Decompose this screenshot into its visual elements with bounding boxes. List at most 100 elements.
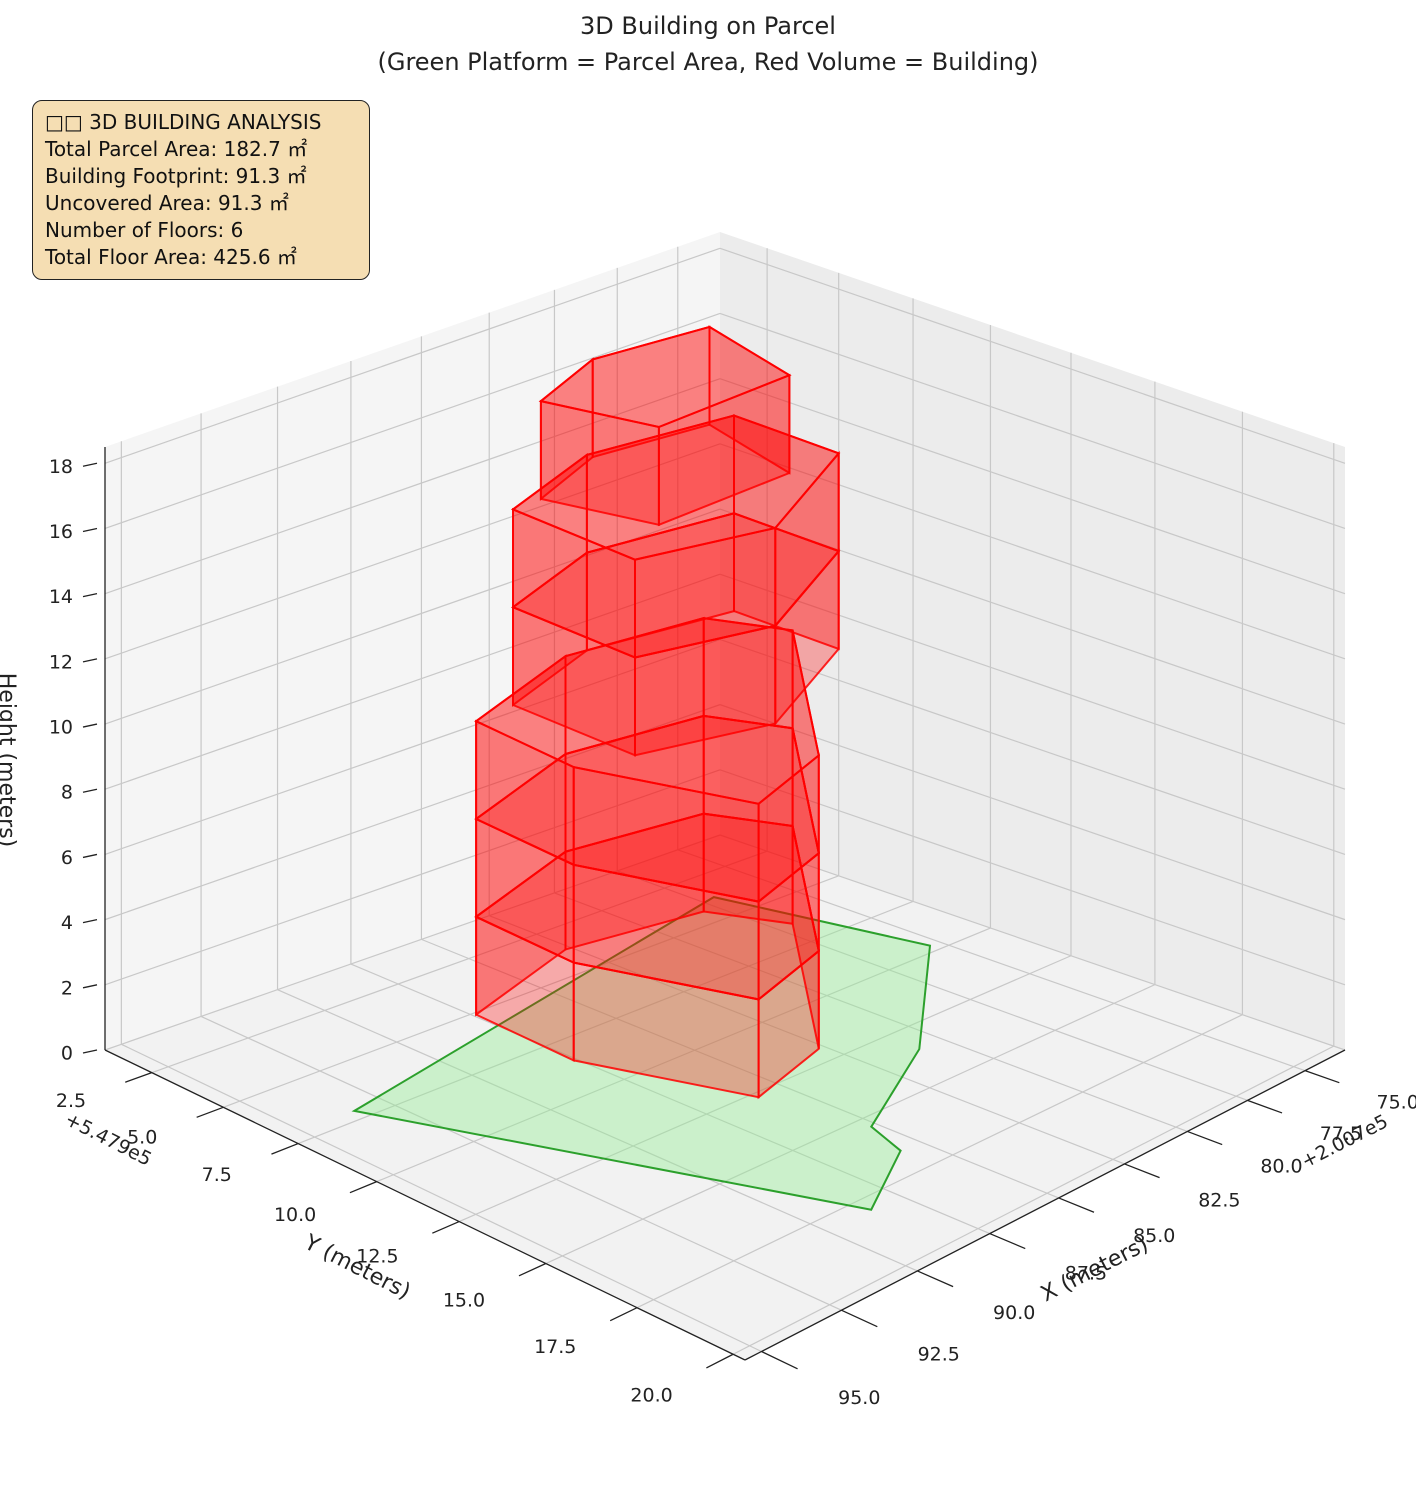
x-axis xyxy=(744,1049,1346,1361)
grid-line xyxy=(545,984,1156,1265)
y-tick xyxy=(196,1106,224,1118)
grid-line xyxy=(104,247,721,464)
grid-line xyxy=(719,247,1346,464)
grid-line xyxy=(732,1045,1335,1355)
info-title: □□ 3D BUILDING ANALYSIS xyxy=(45,110,322,134)
z-tick-label: 2 xyxy=(61,977,73,999)
grid-line xyxy=(617,870,1248,1101)
y-tick xyxy=(518,1262,547,1277)
z-tick xyxy=(82,853,98,859)
x-tick-label: 90.0 xyxy=(993,1302,1035,1324)
grid-line xyxy=(297,900,914,1145)
grid-line xyxy=(104,573,721,790)
grid-line xyxy=(636,1014,1243,1309)
y-tick-label: 20.0 xyxy=(630,1385,672,1407)
grid-line xyxy=(677,849,1306,1072)
info-line: Number of Floors: 6 xyxy=(45,218,244,242)
y-tick xyxy=(609,1307,638,1322)
x-tick-label: 77.5 xyxy=(1320,1123,1362,1145)
z-tick xyxy=(82,723,98,728)
chart-title: 3D Building on Parcel xyxy=(580,12,836,40)
grid-line xyxy=(719,312,1346,530)
grid-line xyxy=(458,955,1072,1223)
z-tick xyxy=(82,788,98,793)
z-tick-label: 18 xyxy=(49,456,73,478)
parcel xyxy=(351,896,932,1211)
grid-line xyxy=(151,850,768,1074)
grid-line xyxy=(104,638,721,855)
floor-pane xyxy=(105,835,1345,1360)
x-tick xyxy=(917,1270,954,1288)
z-tick xyxy=(82,1049,98,1054)
z-axis-label: Height (meters) xyxy=(0,673,19,848)
y-tick-label: 17.5 xyxy=(534,1336,576,1358)
y-tick xyxy=(271,1142,299,1155)
y-tick-label: 12.5 xyxy=(356,1246,398,1268)
x-tick xyxy=(841,1309,878,1328)
y-tick xyxy=(706,1353,734,1369)
x-tick-label: 87.5 xyxy=(1065,1263,1107,1285)
right-pane xyxy=(720,232,1345,1050)
x-tick-label: 85.0 xyxy=(1133,1225,1175,1247)
x-tick xyxy=(1247,1099,1283,1114)
x-tick xyxy=(989,1232,1026,1250)
x-tick xyxy=(761,1350,798,1370)
info-line: Total Parcel Area: 182.7 ㎡ xyxy=(45,137,308,161)
y-tick xyxy=(349,1181,377,1194)
info-line: Uncovered Area: 91.3 ㎡ xyxy=(45,191,289,215)
z-tick xyxy=(82,527,98,533)
info-line: Building Footprint: 91.3 ㎡ xyxy=(45,164,307,188)
x-tick xyxy=(1058,1197,1095,1213)
z-tick-label: 6 xyxy=(61,847,73,869)
z-tick-label: 8 xyxy=(61,782,73,804)
grid-line xyxy=(376,927,991,1183)
y-tick xyxy=(125,1072,153,1083)
y-tick xyxy=(432,1220,460,1234)
z-tick-label: 14 xyxy=(49,586,73,608)
grid-line xyxy=(554,892,1188,1133)
grid-line xyxy=(104,443,721,660)
x-tick-label: 92.5 xyxy=(918,1343,960,1365)
grid-line xyxy=(719,769,1346,986)
grid-line xyxy=(719,443,1346,660)
x-tick-label: 95.0 xyxy=(838,1387,880,1409)
grid-line xyxy=(719,638,1346,855)
y-tick-label: 10.0 xyxy=(274,1204,316,1226)
grid-line xyxy=(104,769,721,986)
x-tick-label: 75.0 xyxy=(1376,1092,1416,1114)
z-tick-label: 10 xyxy=(49,717,73,739)
x-tick xyxy=(1187,1130,1223,1146)
z-tick xyxy=(82,462,98,467)
y-tick-label: 15.0 xyxy=(443,1289,485,1311)
info-line: Total Floor Area: 425.6 ㎡ xyxy=(45,245,297,269)
z-tick-label: 0 xyxy=(61,1043,73,1065)
y-axis xyxy=(104,1049,746,1361)
grid-line xyxy=(200,1015,842,1311)
x-tick xyxy=(1304,1070,1340,1084)
y-tick-label: 5.0 xyxy=(127,1126,157,1148)
y-tick-label: 2.5 xyxy=(56,1090,86,1112)
x-axis-label: X (meters) xyxy=(1037,1232,1152,1307)
y-tick-label: 7.5 xyxy=(202,1164,232,1186)
grid-line xyxy=(719,704,1346,921)
x-offset: +2.007e5 xyxy=(1298,1110,1392,1172)
grid-line xyxy=(104,312,721,530)
z-tick xyxy=(82,593,98,598)
grid-line xyxy=(223,875,839,1108)
z-tick-label: 4 xyxy=(61,912,73,934)
z-tick xyxy=(82,658,98,663)
grid-line xyxy=(104,834,721,1051)
z-tick xyxy=(82,984,98,989)
chart-subtitle: (Green Platform = Parcel Area, Red Volum… xyxy=(377,48,1038,76)
floor-slab xyxy=(538,325,792,429)
grid-line xyxy=(719,573,1346,790)
info-box: □□ 3D BUILDING ANALYSIS Total Parcel Are… xyxy=(32,100,370,280)
z-tick-label: 16 xyxy=(49,521,73,543)
grid-line xyxy=(719,378,1346,595)
grid-line xyxy=(104,378,721,595)
grid-line xyxy=(719,834,1346,1051)
grid-line xyxy=(121,1043,762,1353)
x-tick-label: 82.5 xyxy=(1198,1189,1240,1211)
